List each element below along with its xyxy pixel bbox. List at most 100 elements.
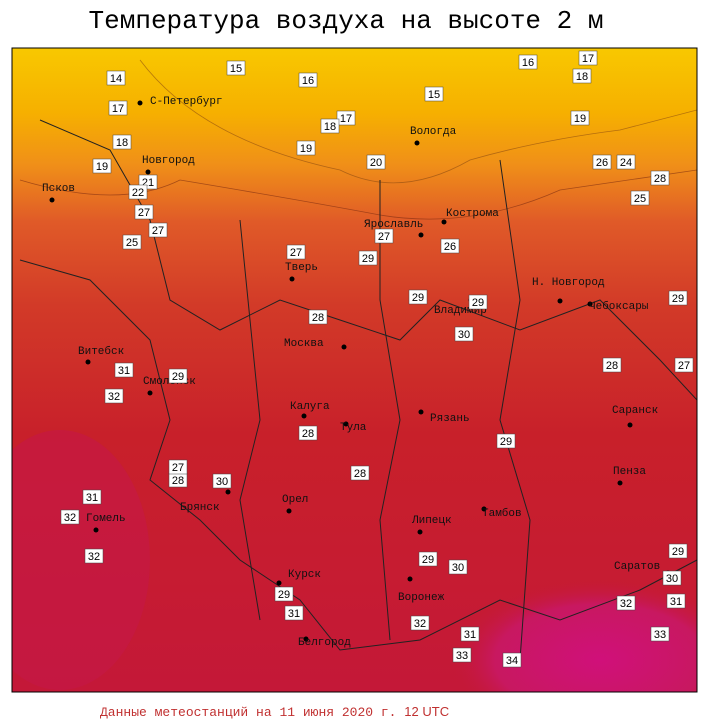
station-box	[286, 244, 306, 260]
station-box	[374, 228, 394, 244]
station-box	[502, 652, 522, 668]
city-dot	[441, 219, 447, 225]
station-box	[602, 357, 622, 373]
station-box	[60, 509, 80, 525]
station-value: 31	[670, 596, 682, 608]
station-box	[662, 570, 682, 586]
city-dot	[418, 232, 424, 238]
station-value: 27	[138, 207, 150, 219]
station-value: 15	[428, 89, 440, 101]
station-value: 29	[412, 292, 424, 304]
city-label: Рязань	[430, 413, 470, 425]
station-value: 32	[414, 618, 426, 630]
station-value: 29	[278, 589, 290, 601]
station-box	[496, 433, 516, 449]
city-label: Н. Новгород	[532, 277, 605, 289]
station-box	[212, 473, 232, 489]
station-box	[668, 290, 688, 306]
city-dot	[286, 508, 292, 514]
station-value: 18	[116, 137, 128, 149]
station-value: 19	[96, 161, 108, 173]
map-title: Температура воздуха на высоте 2 м	[89, 6, 604, 36]
city-label: Витебск	[78, 345, 124, 358]
station-box	[168, 368, 188, 384]
city-dot	[407, 576, 413, 582]
station-value: 28	[172, 475, 184, 487]
station-box	[336, 110, 356, 126]
station-box	[592, 154, 612, 170]
station-box	[616, 154, 636, 170]
station-value: 27	[678, 360, 690, 372]
station-box	[350, 465, 370, 481]
station-box	[650, 626, 670, 642]
station-value: 17	[582, 53, 594, 65]
city-label: Тула	[340, 422, 367, 434]
station-box	[572, 68, 592, 84]
city-label: Белгород	[298, 637, 351, 649]
station-box	[440, 238, 460, 254]
city-dot	[557, 298, 563, 304]
city-dot	[341, 344, 347, 350]
station-value: 17	[340, 113, 352, 125]
city-label: Калуга	[290, 401, 330, 413]
city-dot	[617, 480, 623, 486]
station-box	[454, 326, 474, 342]
isotherm	[139, 59, 697, 184]
city-dot	[303, 636, 309, 642]
station-value: 27	[378, 231, 390, 243]
station-value: 24	[620, 157, 632, 169]
station-box	[570, 110, 590, 126]
station-value: 18	[576, 71, 588, 83]
station-box	[82, 489, 102, 505]
city-label: Курск	[288, 569, 321, 581]
station-value: 30	[452, 562, 464, 574]
city-dot	[343, 421, 349, 427]
station-value: 19	[574, 113, 586, 125]
station-value: 29	[422, 554, 434, 566]
station-value: 17	[112, 103, 124, 115]
station-value: 28	[606, 360, 618, 372]
station-value: 27	[172, 462, 184, 474]
station-value: 31	[288, 608, 300, 620]
station-value: 31	[86, 492, 98, 504]
station-box	[108, 100, 128, 116]
station-value: 30	[458, 329, 470, 341]
station-value: 14	[110, 73, 122, 85]
region-border	[239, 159, 531, 661]
station-box	[424, 86, 444, 102]
station-box	[666, 593, 686, 609]
city-dot	[276, 580, 282, 586]
station-box	[128, 184, 148, 200]
city-label: Брянск	[180, 502, 220, 514]
city-dot	[417, 529, 423, 535]
city-dot	[627, 422, 633, 428]
station-value: 33	[654, 629, 666, 641]
station-value: 32	[108, 391, 120, 403]
city-label: Новгород	[142, 155, 195, 167]
station-box	[298, 72, 318, 88]
station-value: 27	[290, 247, 302, 259]
station-value: 20	[370, 157, 382, 169]
footer-date: 11 июня 2020 г.	[279, 705, 396, 720]
city-label: Саратов	[614, 561, 660, 573]
station-box	[452, 647, 472, 663]
station-box	[578, 50, 598, 66]
station-box	[114, 362, 134, 378]
station-box	[630, 190, 650, 206]
station-box	[296, 140, 316, 156]
city-label: Тверь	[285, 262, 318, 274]
station-box	[104, 388, 124, 404]
city-dot	[414, 140, 420, 146]
station-value: 28	[302, 428, 314, 440]
station-box	[468, 294, 488, 310]
station-value: 30	[216, 476, 228, 488]
city-label: Ярославль	[364, 219, 423, 231]
labels: С-Петербург Вологда Новгород Псков Кострома Я…	[42, 50, 694, 668]
station-box	[92, 158, 112, 174]
map-frame	[11, 47, 698, 693]
city-dot	[147, 390, 153, 396]
station-value: 16	[302, 75, 314, 87]
station-box	[358, 250, 378, 266]
station-value: 22	[132, 187, 144, 199]
